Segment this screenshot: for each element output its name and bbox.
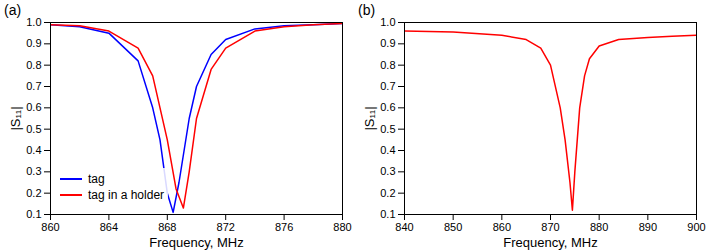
svg-text:860: 860 [493, 221, 511, 233]
svg-text:0.4: 0.4 [380, 144, 395, 156]
svg-text:0.4: 0.4 [26, 144, 41, 156]
svg-text:Frequency, MHz: Frequency, MHz [503, 235, 597, 250]
svg-text:876: 876 [275, 221, 293, 233]
svg-text:864: 864 [100, 221, 118, 233]
html-text:(b): (b) [358, 2, 376, 18]
svg-text:0.1: 0.1 [26, 208, 41, 220]
svg-text:0.6: 0.6 [380, 101, 395, 113]
html-text:(a): (a) [4, 2, 22, 18]
svg-text:1.0: 1.0 [26, 16, 41, 28]
svg-text:0.5: 0.5 [380, 123, 395, 135]
svg-text:0.1: 0.1 [380, 208, 395, 220]
svg-text:Frequency, MHz: Frequency, MHz [149, 235, 243, 250]
svg-text:840: 840 [395, 221, 413, 233]
svg-text:890: 890 [639, 221, 657, 233]
svg-text:0.8: 0.8 [380, 59, 395, 71]
svg-text:870: 870 [541, 221, 559, 233]
svg-text:872: 872 [217, 221, 235, 233]
svg-text:860: 860 [41, 221, 59, 233]
svg-text:0.5: 0.5 [26, 123, 41, 135]
svg-text:0.3: 0.3 [26, 165, 41, 177]
svg-text:0.2: 0.2 [26, 187, 41, 199]
svg-text:0.3: 0.3 [380, 165, 395, 177]
svg-text:0.9: 0.9 [26, 37, 41, 49]
svg-text:1.0: 1.0 [380, 16, 395, 28]
svg-text:868: 868 [158, 221, 176, 233]
svg-text:0.2: 0.2 [380, 187, 395, 199]
svg-text:0.9: 0.9 [380, 37, 395, 49]
svg-text:880: 880 [590, 221, 608, 233]
html-text:tag in a holder: tag in a holder [88, 188, 165, 202]
svg-text:0.8: 0.8 [26, 59, 41, 71]
svg-text:0.6: 0.6 [26, 101, 41, 113]
svg-text:|S₁₁|: |S₁₁| [8, 106, 23, 130]
svg-text:0.7: 0.7 [26, 80, 41, 92]
svg-text:850: 850 [444, 221, 462, 233]
html-text:tag: tag [88, 172, 105, 186]
svg-text:|S₁₁|: |S₁₁| [362, 106, 377, 130]
svg-text:900: 900 [687, 221, 705, 233]
svg-text:880: 880 [333, 221, 351, 233]
svg-text:0.7: 0.7 [380, 80, 395, 92]
